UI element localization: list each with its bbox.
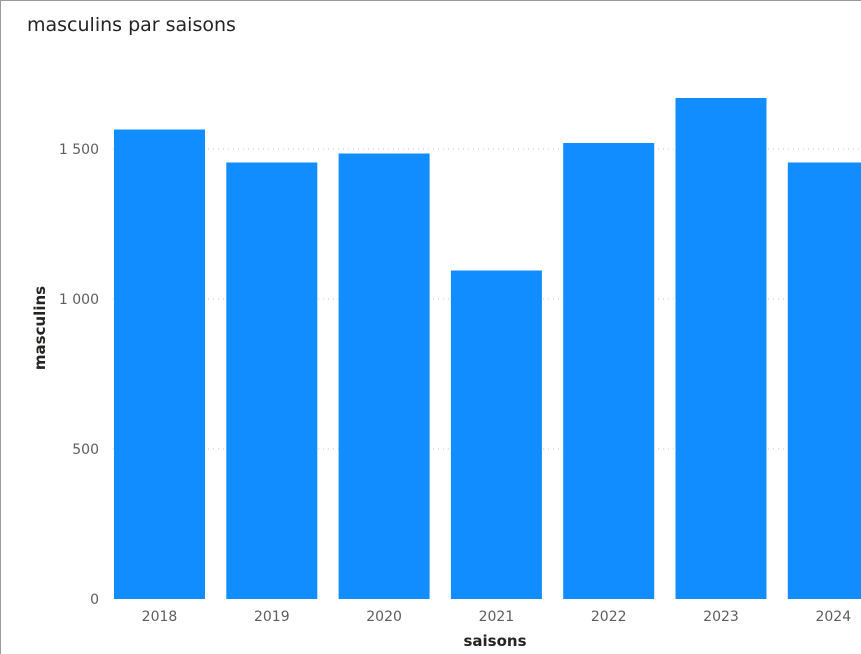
bar-2022[interactable] — [563, 143, 655, 599]
y-tick-label: 1 000 — [59, 292, 99, 308]
bar-2024[interactable] — [787, 162, 861, 600]
y-tick-label: 1 500 — [59, 142, 99, 158]
x-tick-label: 2022 — [591, 609, 627, 625]
bar-2021[interactable] — [450, 270, 542, 600]
y-tick-label: 0 — [90, 592, 99, 608]
chart-title: masculins par saisons — [27, 14, 236, 36]
x-tick-label: 2018 — [142, 609, 178, 625]
y-tick-label: 500 — [72, 442, 99, 458]
y-axis-title: masculins — [31, 286, 49, 370]
bar-2018[interactable] — [114, 129, 205, 600]
bar-2019[interactable] — [226, 162, 318, 600]
x-tick-label: 2019 — [254, 609, 290, 625]
x-tick-label: 2020 — [366, 609, 402, 625]
x-axis-title: saisons — [463, 632, 526, 650]
bar-2020[interactable] — [338, 153, 430, 600]
x-tick-label: 2024 — [815, 609, 851, 625]
x-tick-label: 2021 — [479, 609, 515, 625]
bar-2023[interactable] — [675, 98, 767, 599]
x-tick-label: 2023 — [703, 609, 739, 625]
